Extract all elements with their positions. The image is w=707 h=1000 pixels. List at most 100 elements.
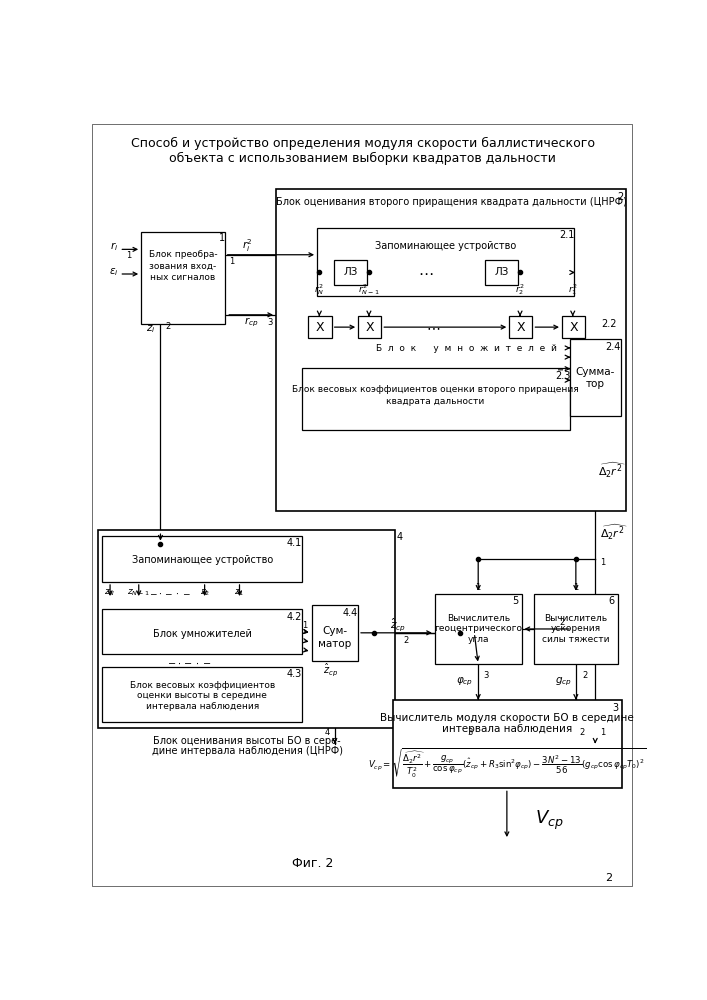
Text: 6: 6 [609, 596, 614, 606]
Text: X: X [517, 321, 525, 334]
Text: $r_N^2$: $r_N^2$ [314, 282, 325, 297]
Text: Сумма-: Сумма- [575, 367, 615, 377]
Text: 3: 3 [612, 703, 619, 713]
Bar [308, 316, 332, 338]
Text: угла: угла [467, 635, 489, 644]
Text: X: X [316, 321, 325, 334]
Text: 2: 2 [404, 636, 409, 645]
Text: Запоминающее устройство: Запоминающее устройство [375, 241, 516, 251]
Text: 3: 3 [484, 671, 489, 680]
Bar [571, 339, 621, 416]
Text: 2.1: 2.1 [559, 231, 574, 240]
Text: ускорения: ускорения [551, 624, 601, 633]
Text: $\hat{z}_{cp}$: $\hat{z}_{cp}$ [390, 616, 407, 633]
Text: Блок оценивания высоты БО в сере-: Блок оценивания высоты БО в сере- [153, 736, 341, 746]
Bar [276, 189, 626, 511]
Text: 2.4: 2.4 [605, 342, 621, 352]
Text: 1: 1 [573, 583, 578, 592]
Text: X: X [569, 321, 578, 334]
Text: 4: 4 [396, 532, 402, 542]
Bar [103, 609, 303, 654]
Text: $z_{N-1}$: $z_{N-1}$ [127, 588, 150, 598]
Text: квадрата дальности: квадрата дальности [387, 397, 485, 406]
Text: Вычислитель: Вычислитель [544, 614, 607, 623]
Text: 4.3: 4.3 [287, 669, 302, 679]
Text: 2: 2 [617, 192, 623, 202]
Text: 1: 1 [126, 251, 132, 260]
Text: тор: тор [585, 379, 604, 389]
Text: ЛЗ: ЛЗ [343, 267, 358, 277]
Text: $\varphi_{cp}$: $\varphi_{cp}$ [456, 675, 473, 688]
Text: $z_N$: $z_N$ [105, 588, 116, 598]
Text: $r_1^2$: $r_1^2$ [568, 282, 578, 297]
Text: ЛЗ: ЛЗ [494, 267, 508, 277]
Text: $V_{cp} = \sqrt{\dfrac{\widehat{\Delta_2 r^2}}{T_0^2} + \dfrac{g_{cp}}{\cos\varp: $V_{cp} = \sqrt{\dfrac{\widehat{\Delta_2… [368, 747, 646, 779]
Text: $\widehat{\Delta_2 r^2}$: $\widehat{\Delta_2 r^2}$ [600, 522, 628, 542]
Text: 5: 5 [513, 596, 518, 606]
Text: $\widehat{\Delta_2 r^2}$: $\widehat{\Delta_2 r^2}$ [598, 461, 626, 480]
Text: $r_{N-1}^2$: $r_{N-1}^2$ [358, 282, 380, 297]
Text: $-\cdot-\cdot-$: $-\cdot-\cdot-$ [149, 588, 191, 597]
Text: 4.2: 4.2 [287, 612, 302, 622]
Bar [358, 316, 381, 338]
Text: объекта с использованием выборки квадратов дальности: объекта с использованием выборки квадрат… [169, 152, 556, 165]
Text: 1: 1 [476, 583, 481, 592]
Text: дине интервала наблюдения (ЦНРФ): дине интервала наблюдения (ЦНРФ) [152, 746, 343, 756]
Text: геоцентрического: геоцентрического [434, 624, 522, 633]
Text: Блок весовых коэффициентов оценки второго приращения: Блок весовых коэффициентов оценки второг… [292, 385, 579, 394]
Text: 1: 1 [219, 233, 226, 243]
Text: $r_i^2$: $r_i^2$ [242, 237, 252, 254]
Text: $\cdots$: $\cdots$ [418, 265, 433, 280]
Bar [509, 316, 532, 338]
Bar [534, 594, 618, 664]
Text: $z_2$: $z_2$ [199, 588, 210, 598]
Text: Блок оценивания второго приращения квадрата дальности (ЦНРФ): Блок оценивания второго приращения квадр… [276, 197, 626, 207]
Text: интервала наблюдения: интервала наблюдения [146, 702, 259, 711]
Text: зования вход-: зования вход- [149, 262, 216, 271]
Text: интервала наблюдения: интервала наблюдения [442, 724, 572, 734]
Text: $-\cdot-\cdot-$: $-\cdot-\cdot-$ [167, 658, 211, 668]
Text: 1: 1 [229, 257, 235, 266]
Text: $\varepsilon_i$: $\varepsilon_i$ [109, 266, 119, 278]
Text: 2: 2 [580, 728, 585, 737]
Bar [103, 536, 303, 582]
Bar [334, 260, 367, 285]
Text: Вычислитель: Вычислитель [447, 614, 510, 623]
Text: Блок преобра-: Блок преобра- [148, 250, 217, 259]
Text: $g_{cp}$: $g_{cp}$ [555, 675, 572, 688]
Text: $z_i$: $z_i$ [146, 324, 155, 335]
Text: !: ! [558, 366, 568, 370]
Text: Запоминающее устройство: Запоминающее устройство [132, 555, 273, 565]
Text: $z_1$: $z_1$ [235, 588, 245, 598]
Text: X: X [366, 321, 374, 334]
Text: матор: матор [318, 639, 351, 649]
Text: $\hat{z}_{cp}$: $\hat{z}_{cp}$ [324, 661, 339, 678]
Text: 2: 2 [606, 873, 613, 883]
Text: $r_2^2$: $r_2^2$ [515, 282, 525, 297]
Text: 2: 2 [559, 618, 564, 627]
Bar [317, 228, 574, 296]
Text: 1: 1 [600, 728, 606, 737]
Bar [435, 594, 522, 664]
Text: 4.4: 4.4 [343, 608, 358, 618]
Text: 2: 2 [165, 322, 171, 331]
Bar [485, 260, 518, 285]
Text: 2: 2 [583, 671, 588, 680]
Text: $V_{cp}$: $V_{cp}$ [535, 809, 564, 832]
Text: силы тяжести: силы тяжести [542, 635, 609, 644]
Text: $r_i$: $r_i$ [110, 240, 118, 253]
Text: 4: 4 [325, 728, 329, 737]
Text: 2.3: 2.3 [555, 371, 571, 381]
Bar [301, 368, 571, 430]
Text: 2.2: 2.2 [602, 319, 617, 329]
Text: 3: 3 [267, 318, 272, 327]
Text: Фиг. 2: Фиг. 2 [293, 857, 334, 870]
Bar [312, 605, 358, 661]
Text: $r_{cp}$: $r_{cp}$ [244, 316, 258, 329]
Text: Блок весовых коэффициентов: Блок весовых коэффициентов [129, 681, 275, 690]
Text: Сум-: Сум- [322, 626, 347, 636]
Bar [393, 700, 621, 788]
Text: $\cdots$: $\cdots$ [426, 320, 440, 334]
Bar [103, 667, 303, 722]
Text: ных сигналов: ных сигналов [151, 273, 216, 282]
